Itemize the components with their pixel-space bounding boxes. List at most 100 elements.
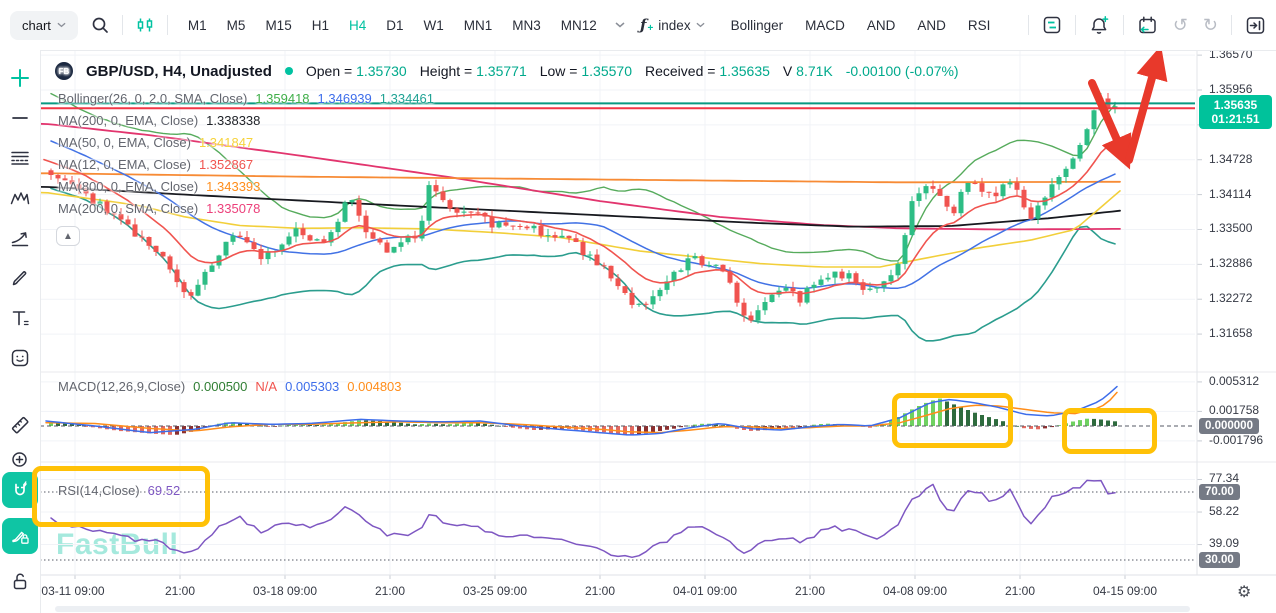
fib-lines-tool-button[interactable] — [2, 140, 38, 176]
search-icon — [92, 17, 108, 33]
open-right-panel-button[interactable] — [1243, 13, 1268, 38]
macd-zero-badge: 0.000000 — [1199, 418, 1259, 434]
legend-name: RSI(14,Close) — [58, 483, 140, 498]
legend-value: 1.341847 — [198, 135, 254, 150]
price-axis-label: 1.33500 — [1209, 221, 1253, 235]
ohlc-volume: V 8.71K — [782, 63, 833, 79]
indicator-shortcut-and-1[interactable]: AND — [866, 17, 896, 33]
time-axis-label: 21:00 — [794, 584, 826, 598]
price-axis-label: 1.35956 — [1209, 82, 1253, 96]
toolbar-divider — [1122, 15, 1124, 35]
ohlc-change: -0.00100 (-0.07%) — [845, 63, 959, 79]
candle-style-button[interactable] — [133, 13, 157, 37]
toolbar-divider — [1074, 15, 1076, 35]
ohlc-low: Low = 1.35570 — [539, 63, 632, 79]
chart-menu-label: chart — [22, 17, 51, 33]
indicator-legend-ma200-ema[interactable]: MA(200, 0, EMA, Close) 1.338338 — [58, 113, 260, 128]
toolbar-divider — [121, 15, 123, 35]
legend-value: 1.338338 — [206, 113, 261, 128]
indicator-legend-ma12-ema[interactable]: MA(12, 0, EMA, Close) 1.352867 — [58, 157, 253, 172]
rsi-70-badge: 70.00 — [1199, 484, 1240, 500]
fastbull-logo: FB — [55, 62, 73, 80]
timeframe-m5[interactable]: M5 — [226, 17, 246, 33]
unlock-tool-button[interactable] — [2, 563, 38, 599]
collapse-legend-button[interactable]: ▲ — [56, 226, 80, 246]
indicators-menu-label: index — [658, 17, 691, 33]
macd-legend[interactable]: MACD(12,26,9,Close) 0.000500 N/A 0.00530… — [58, 379, 402, 394]
zoom-in-tool-button[interactable] — [2, 442, 38, 478]
timeframe-h4-active[interactable]: H4 — [348, 17, 367, 33]
legend-name: MA(50, 0, EMA, Close) — [58, 135, 191, 150]
replay-calendar-icon — [1139, 16, 1156, 33]
alert-plus-icon — [1091, 15, 1109, 34]
symbol-title[interactable]: GBP/USD, H4, Unadjusted — [86, 62, 272, 80]
timeframe-h1[interactable]: H1 — [311, 17, 329, 33]
indicator-legend-ma200-sma[interactable]: MA(200, 0, SMA, Close) 1.335078 — [58, 201, 260, 216]
emoji-tool-button[interactable] — [2, 340, 38, 376]
function-icon: ƒ — [640, 16, 647, 34]
timeframe-mn1[interactable]: MN1 — [463, 17, 493, 33]
price-axis-label: 1.31658 — [1209, 326, 1253, 340]
crosshair-plus-tool-button[interactable] — [2, 60, 38, 96]
indicators-menu-button[interactable]: ƒ + index — [634, 15, 711, 35]
alert-button[interactable] — [1087, 13, 1112, 38]
indicator-shortcut-bollinger[interactable]: Bollinger — [730, 17, 784, 33]
current-price: 1.35635 — [1213, 98, 1258, 112]
search-button[interactable] — [88, 13, 112, 37]
emoji-sticker-icon — [11, 349, 29, 367]
indicator-legend-ma50-ema[interactable]: MA(50, 0, EMA, Close) 1.341847 — [58, 135, 253, 150]
axis-settings-gear-icon[interactable]: ⚙ — [1237, 584, 1252, 601]
curved-arrow-tool-button[interactable] — [2, 220, 38, 256]
ohlc-high: Height = 1.35771 — [419, 63, 527, 79]
legend-value: 0.000500 — [193, 379, 248, 394]
indicator-legend-ma800-ema[interactable]: MA(800, 0, EMA, Close) 1.343393 — [58, 179, 260, 194]
rsi-legend[interactable]: RSI(14,Close) 69.52 — [58, 483, 180, 498]
collapse-right-icon — [1246, 16, 1265, 34]
text-tool-button[interactable] — [2, 300, 38, 336]
rsi-axis-label: 39.09 — [1209, 536, 1240, 550]
time-axis-label: 04-08 09:00 — [882, 584, 948, 598]
timeframe-m15[interactable]: M15 — [265, 17, 292, 33]
legend-name: MA(200, 0, SMA, Close) — [58, 201, 199, 216]
toolbar-divider — [1231, 15, 1232, 35]
brush-lock-icon — [12, 531, 29, 544]
trendline-tool-button[interactable] — [2, 100, 38, 136]
chart-menu-button[interactable]: chart — [10, 10, 78, 40]
legend-value: 1.359418 — [255, 91, 310, 106]
ohlc-close: Received = 1.35635 — [644, 63, 770, 79]
wave-pattern-tool-button[interactable] — [2, 180, 38, 216]
replay-button[interactable] — [1135, 13, 1160, 38]
redo-button[interactable]: ↻ — [1201, 14, 1220, 36]
function-plus-icon: + — [647, 23, 654, 34]
lock-drawings-tool-button[interactable] — [2, 518, 38, 554]
ruler-tool-button[interactable] — [2, 407, 38, 443]
magnet-tool-button[interactable] — [2, 472, 38, 508]
curved-arrow-icon — [11, 232, 29, 247]
timeframe-d1[interactable]: D1 — [386, 17, 404, 33]
trendline-icon — [12, 117, 28, 119]
redo-icon: ↻ — [1202, 15, 1218, 35]
brush-tool-button[interactable] — [2, 260, 38, 296]
timeframe-mn12[interactable]: MN12 — [560, 17, 597, 33]
timeframe-w1[interactable]: W1 — [423, 17, 444, 33]
unlock-icon — [13, 573, 27, 590]
timeframe-mn3[interactable]: MN3 — [512, 17, 541, 33]
layout-panels-button[interactable] — [1040, 13, 1064, 37]
drawing-tools-sidebar — [0, 50, 41, 613]
timeframe-m1[interactable]: M1 — [187, 17, 207, 33]
indicator-shortcut-macd[interactable]: MACD — [805, 17, 845, 33]
legend-value: 1.346939 — [317, 91, 372, 106]
toolbar-right-group: ↺ ↻ — [1027, 0, 1268, 50]
toolbar-divider — [1027, 15, 1029, 35]
legend-name: MA(800, 0, EMA, Close) — [58, 179, 199, 194]
legend-value: 0.005303 — [285, 379, 340, 394]
legend-name: MA(12, 0, EMA, Close) — [58, 157, 191, 172]
indicator-shortcut-rsi[interactable]: RSI — [967, 17, 991, 33]
symbol-info-bar: FB GBP/USD, H4, Unadjusted Open = 1.3573… — [55, 62, 959, 80]
undo-button[interactable]: ↺ — [1171, 14, 1190, 36]
timeframes-more-chevron-icon[interactable] — [615, 22, 625, 28]
macd-axis-label: 0.005312 — [1209, 374, 1260, 388]
indicator-shortcut-and-2[interactable]: AND — [917, 17, 946, 33]
indicator-legend-bollinger[interactable]: Bollinger(26, 0, 2.0, SMA, Close) 1.3594… — [58, 91, 434, 106]
